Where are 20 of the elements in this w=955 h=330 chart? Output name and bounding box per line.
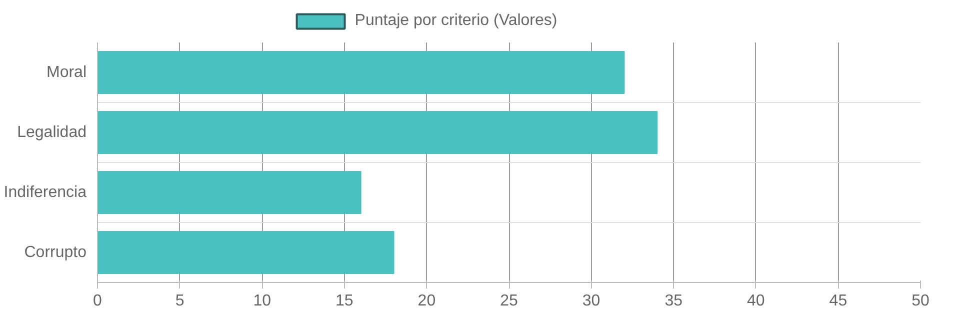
bar bbox=[98, 171, 362, 214]
x-tick-label: 15 bbox=[336, 292, 354, 310]
y-tick-label: Legalidad bbox=[17, 124, 87, 141]
x-tick-label: 25 bbox=[500, 292, 518, 310]
x-tick-label: 10 bbox=[253, 292, 272, 310]
y-tick-label: Indiferencia bbox=[4, 184, 87, 201]
x-tick-label: 50 bbox=[912, 292, 930, 310]
x-tick-label: 0 bbox=[93, 292, 102, 310]
y-tick-label: Corrupto bbox=[24, 244, 87, 261]
x-tick-label: 45 bbox=[829, 292, 848, 310]
bar bbox=[98, 51, 625, 94]
y-tick-label: Moral bbox=[46, 64, 87, 81]
x-tick-label: 20 bbox=[418, 292, 436, 310]
x-tick-label: 5 bbox=[175, 292, 184, 310]
bar bbox=[98, 111, 658, 154]
x-tick-label: 30 bbox=[582, 292, 600, 310]
legend-label: Puntaje por criterio (Valores) bbox=[354, 12, 558, 30]
x-tick-label: 35 bbox=[664, 292, 683, 310]
bar bbox=[98, 231, 394, 274]
x-tick-label: 40 bbox=[747, 292, 765, 310]
